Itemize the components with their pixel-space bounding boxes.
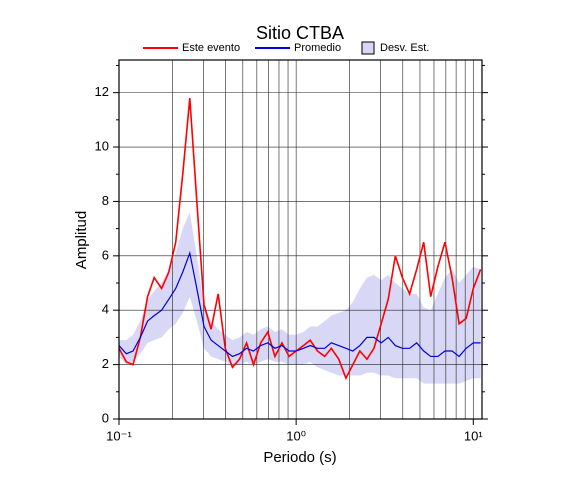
legend-label: Promedio — [294, 42, 341, 54]
y-tick-label: 4 — [102, 302, 109, 317]
y-tick-label: 12 — [95, 84, 109, 99]
series-line — [118, 250, 481, 358]
x-tick-label: 10¹ — [464, 428, 483, 443]
chart-title: Sitio CTBA — [256, 23, 344, 43]
x-axis-label: Periodo (s) — [263, 449, 336, 466]
y-tick-label: 10 — [95, 138, 109, 153]
std-band — [119, 212, 481, 384]
plot-frame — [118, 59, 483, 420]
x-tick-label: 10⁰ — [286, 428, 306, 443]
y-tick-label: 2 — [102, 356, 109, 371]
y-tick-label: 8 — [102, 193, 109, 208]
y-axis-label: Amplitud — [73, 211, 90, 269]
legend-box — [361, 41, 375, 55]
y-tick-label: 6 — [102, 247, 109, 262]
legend-label: Desv. Est. — [380, 42, 429, 54]
series-line — [118, 98, 482, 381]
y-tick-label: 0 — [102, 410, 109, 425]
x-tick-label: 10⁻¹ — [106, 428, 132, 443]
legend-label: Este evento — [182, 42, 240, 54]
